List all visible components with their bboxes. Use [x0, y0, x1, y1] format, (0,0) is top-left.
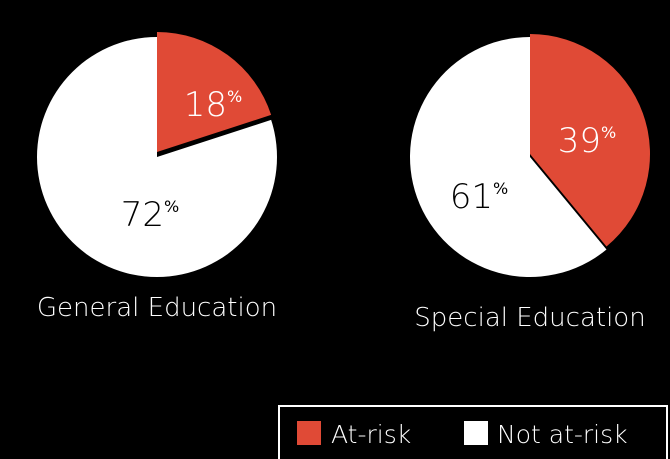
legend-swatch-not-at-risk [464, 421, 488, 445]
legend-label-not-at-risk: Not at-risk [497, 420, 628, 449]
data-label-not-at-risk: 61% [450, 177, 508, 217]
legend-label-at-risk: At-risk [331, 420, 411, 449]
data-label-not-at-risk: 72% [121, 195, 179, 235]
pie-title-special-education: Special Education [414, 303, 645, 333]
pie-general-education: 18% 72% General Education [37, 32, 277, 323]
slice-at-risk [530, 34, 651, 247]
data-label-at-risk: 18% [184, 85, 242, 125]
legend-swatch-at-risk [297, 421, 321, 445]
slice-not-at-risk [410, 37, 607, 277]
slice-not-at-risk [36, 37, 278, 277]
data-label-at-risk: 39% [558, 121, 616, 161]
pie-title-general-education: General Education [37, 293, 277, 323]
pie-special-education: 39% 61% Special Education [410, 34, 651, 333]
slice-at-risk [157, 32, 272, 152]
legend: At-risk Not at-risk [278, 405, 668, 459]
